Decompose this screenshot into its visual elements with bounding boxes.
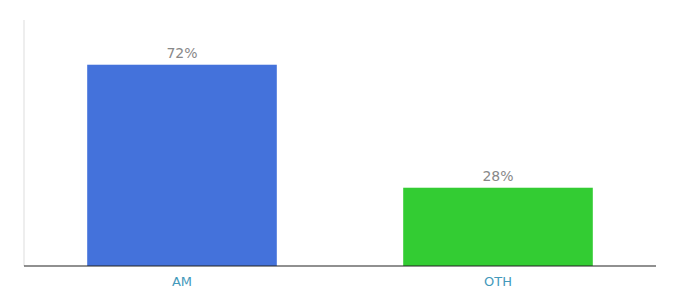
data-label: 28% <box>482 168 513 184</box>
bar <box>403 188 593 266</box>
x-axis-line <box>24 265 656 266</box>
data-label: 72% <box>166 45 197 61</box>
chart: 72% 28% AM OTH <box>0 0 680 300</box>
bar <box>87 65 277 266</box>
x-tick-label: AM <box>172 274 192 289</box>
chart-container: 72% 28% AM OTH <box>0 0 680 300</box>
x-tick-label: OTH <box>484 274 512 289</box>
y-axis-line <box>24 20 25 266</box>
labels: 72% 28% <box>166 45 513 184</box>
bars <box>87 65 593 266</box>
